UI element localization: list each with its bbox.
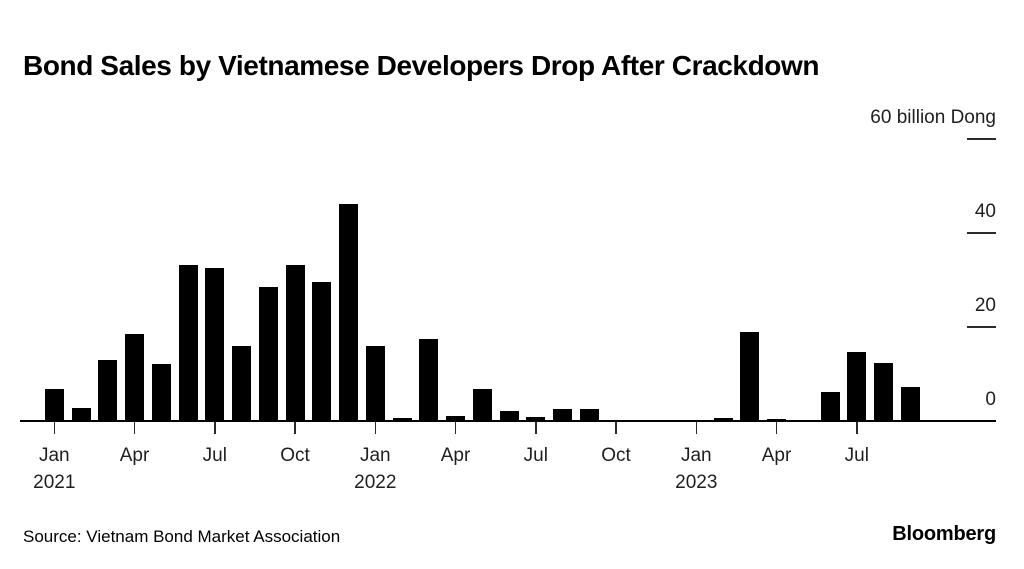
y-tick-label-40: 40 (974, 200, 996, 222)
source-note: Source: Vietnam Bond Market Association (23, 527, 341, 546)
bar-aug-2022 (553, 409, 573, 421)
x-tick-label-apr-2021: Apr (119, 445, 150, 466)
x-tick-year-2021: 2021 (33, 472, 76, 493)
bar-apr-2022 (446, 416, 466, 421)
bar-oct-2022 (606, 419, 626, 421)
x-tick-label-oct-2021: Oct (280, 445, 310, 466)
y-tick-label-60: 60 billion Dong (870, 106, 996, 128)
x-tick-year-2023: 2023 (675, 472, 718, 493)
bar-sep-2022 (579, 409, 599, 421)
y-tick-label-0: 0 (985, 388, 996, 410)
x-tick-mark-apr-2023 (775, 421, 778, 434)
x-tick-label-apr-2022: Apr (440, 445, 471, 466)
bar-jan-2023 (686, 419, 706, 421)
bar-jan-2021 (44, 388, 64, 421)
bar-sep-2023 (900, 386, 920, 421)
bloomberg-logo: Bloomberg (892, 523, 996, 545)
bar-may-2021 (151, 364, 171, 421)
y-tick-mark-40 (967, 231, 996, 234)
x-tick-mark-apr-2022 (454, 421, 457, 434)
bar-feb-2021 (71, 407, 91, 421)
x-tick-label-jul-2023: Jul (844, 445, 869, 466)
bar-feb-2023 (713, 418, 733, 421)
bar-jan-2022 (365, 345, 385, 421)
bar-dec-2021 (339, 204, 359, 421)
bar-oct-2021 (285, 265, 305, 421)
bar-nov-2021 (312, 281, 332, 421)
y-tick-mark-60 (967, 137, 996, 140)
bar-apr-2023 (767, 419, 787, 421)
x-tick-mark-jul-2022 (535, 421, 537, 434)
x-tick-mark-jan-2022 (374, 421, 377, 434)
bar-jul-2021 (205, 267, 225, 421)
x-tick-mark-apr-2021 (133, 421, 136, 434)
bar-jun-2023 (820, 392, 840, 421)
bar-may-2023 (793, 419, 813, 421)
bar-aug-2023 (874, 362, 894, 421)
x-tick-mark-jan-2021 (53, 421, 56, 434)
y-tick-mark-20 (967, 325, 996, 328)
bar-mar-2023 (740, 332, 760, 421)
x-tick-label-jan-2022: Jan 2022 (330, 442, 420, 496)
x-tick-mark-oct-2021 (294, 421, 296, 434)
bar-dec-2022 (660, 419, 680, 421)
bar-nov-2022 (633, 419, 653, 421)
bar-mar-2022 (419, 339, 439, 421)
x-tick-label-jul-2022: Jul (523, 445, 548, 466)
x-tick-mark-oct-2022 (615, 421, 617, 434)
bar-jul-2022 (526, 417, 546, 421)
bar-feb-2022 (392, 418, 412, 421)
x-tick-mark-jan-2023 (695, 421, 698, 434)
x-tick-label-jan-2023: Jan 2023 (651, 442, 741, 496)
bar-aug-2021 (232, 345, 252, 421)
bar-jul-2023 (847, 352, 867, 421)
bar-mar-2021 (98, 360, 118, 421)
x-tick-year-2022: 2022 (354, 472, 397, 493)
x-tick-label-oct-2022: Oct (601, 445, 631, 466)
x-tick-mark-jul-2023 (856, 421, 858, 434)
x-tick-label-jan-2021: Jan 2021 (9, 442, 99, 496)
x-axis-line (20, 420, 996, 422)
bar-sep-2021 (258, 287, 278, 421)
x-tick-label-jul-2021: Jul (202, 445, 227, 466)
chart-title: Bond Sales by Vietnamese Developers Drop… (23, 49, 820, 81)
bar-jun-2022 (499, 411, 519, 421)
x-tick-mark-jul-2021 (214, 421, 216, 434)
bar-jun-2021 (178, 265, 198, 421)
bar-may-2022 (472, 389, 492, 421)
y-tick-label-20: 20 (974, 294, 996, 316)
bar-apr-2021 (125, 333, 145, 421)
x-tick-label-apr-2023: Apr (761, 445, 792, 466)
